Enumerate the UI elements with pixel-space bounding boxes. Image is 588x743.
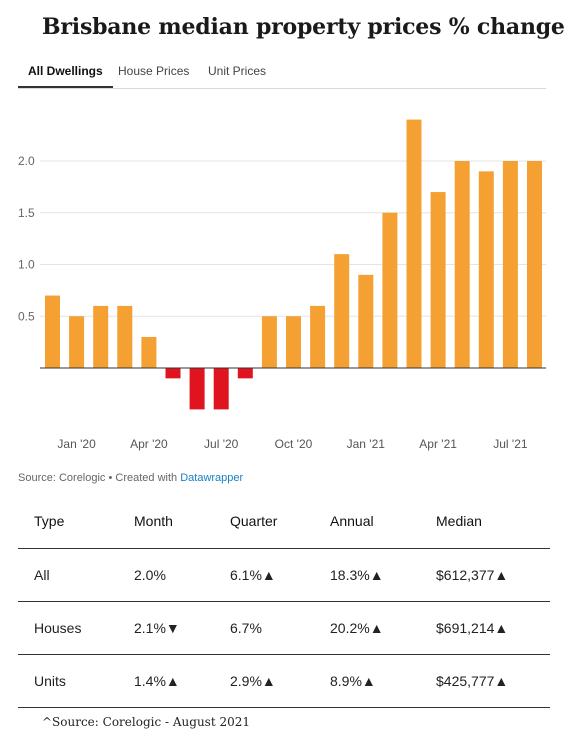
cell-quarter: 6.7% [214,601,314,655]
header-month: Month [118,493,214,549]
cell-median: $612,377▲ [420,548,550,602]
bar [237,368,253,379]
bar [502,161,518,368]
bar-chart: 0.5 1.0 1.5 2.0 Jan '20 Apr '20 Jul '20 Oct '20… [18,119,546,451]
bar [189,368,205,410]
bar [334,254,350,368]
bar [93,305,109,368]
cell-annual: 8.9%▲ [314,654,420,708]
source-text: Source: Corelogic • Created with [18,472,181,484]
tab-house-prices[interactable]: House Prices [118,64,190,78]
y-tick-label: 1.5 [18,206,35,220]
datawrapper-link[interactable]: Datawrapper [180,472,244,484]
source-line: Source: Corelogic • Created with Datawra… [18,472,243,484]
bar [286,316,301,368]
cell-type: Houses [18,601,118,655]
cell-median: $691,214▲ [420,601,550,655]
table-row: All 2.0% 6.1%▲ 18.3%▲ $612,377▲ [18,548,550,602]
bar [213,368,229,410]
x-tick-label: Jul '21 [493,437,528,451]
x-tick-label: Jan '20 [57,437,96,451]
x-tick-label: Apr '21 [419,437,457,451]
x-tick-label: Oct '20 [275,437,313,451]
bar [141,336,157,368]
cell-month: 1.4%▲ [118,654,214,708]
summary-table: Type Month Quarter Annual Median All 2.0… [18,493,550,708]
x-tick-label: Jul '20 [204,437,239,451]
bar [310,305,326,368]
bar [117,305,133,368]
bar [406,119,422,368]
cell-annual: 18.3%▲ [314,548,420,602]
table-row: Houses 2.1%▼ 6.7% 20.2%▲ $691,214▲ [18,601,550,655]
cell-type: Units [18,654,118,708]
y-tick-label: 2.0 [18,154,35,168]
bar [358,274,374,368]
y-tick-label: 1.0 [18,258,35,272]
header-quarter: Quarter [214,493,314,549]
tab-all-dwellings[interactable]: All Dwellings [18,62,113,88]
bar [165,368,181,379]
header-type: Type [18,493,118,549]
bar [430,192,446,368]
cell-annual: 20.2%▲ [314,601,420,655]
y-tick-label: 0.5 [18,309,35,323]
tab-bar: All Dwellings House Prices Unit Prices [18,62,546,89]
cell-quarter: 6.1%▲ [214,548,314,602]
bar [45,295,60,368]
cell-quarter: 2.9%▲ [214,654,314,708]
cell-month: 2.1%▼ [118,601,214,655]
bar [478,171,494,368]
bar [261,316,277,368]
footnote: ^Source: Corelogic - August 2021 [42,715,251,729]
table-row: Units 1.4%▲ 2.9%▲ 8.9%▲ $425,777▲ [18,654,550,708]
cell-median: $425,777▲ [420,654,550,708]
cell-type: All [18,548,118,602]
header-annual: Annual [314,493,420,549]
x-tick-label: Apr '20 [130,437,168,451]
chart-title: Brisbane median property prices % change [42,14,565,40]
x-tick-label: Jan '21 [347,437,386,451]
bar [527,161,542,368]
table-header-row: Type Month Quarter Annual Median [18,493,550,549]
bar [454,161,470,368]
header-median: Median [420,493,550,549]
bar [382,212,398,368]
cell-month: 2.0% [118,548,214,602]
bar [69,316,85,368]
tab-unit-prices[interactable]: Unit Prices [208,64,267,78]
